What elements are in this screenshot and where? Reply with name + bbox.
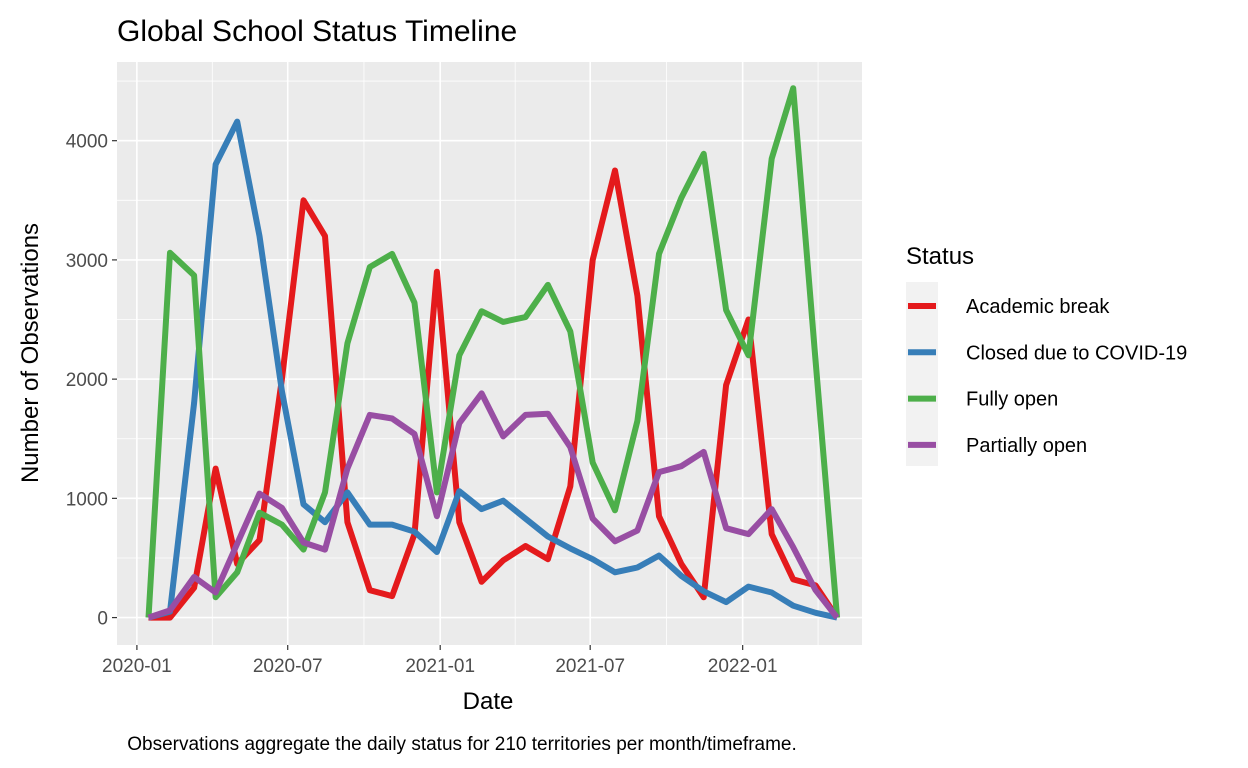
y-tick-label: 0 bbox=[97, 609, 108, 630]
plot-area: 0 1000 2000 3000 4000 2020-01 2020-07 2021-01 20… bbox=[66, 62, 862, 677]
x-tick-label: 2022-01 bbox=[708, 656, 778, 677]
caption: Observations aggregate the daily status … bbox=[127, 734, 797, 755]
series-line-fully-open bbox=[145, 85, 841, 618]
x-tick-label: 2021-07 bbox=[555, 656, 625, 677]
x-tick-label: 2020-07 bbox=[253, 656, 323, 677]
legend-title: Status bbox=[906, 243, 974, 270]
y-tick-label: 1000 bbox=[66, 489, 108, 510]
y-tick-label: 3000 bbox=[66, 251, 108, 272]
legend-label: Partially open bbox=[966, 435, 1087, 457]
series-line-partially-open bbox=[147, 390, 840, 621]
x-tick-label: 2021-01 bbox=[405, 656, 475, 677]
legend: Academic break Closed due to COVID-19 Full… bbox=[906, 282, 1187, 466]
y-tick-label: 2000 bbox=[66, 370, 108, 391]
legend-label: Academic break bbox=[966, 296, 1110, 318]
legend-label: Closed due to COVID-19 bbox=[966, 342, 1187, 364]
x-tick-label: 2020-01 bbox=[102, 656, 172, 677]
legend-label: Fully open bbox=[966, 389, 1058, 411]
legend-key-background bbox=[906, 282, 938, 466]
series-line-closed-due-to-covid-19 bbox=[147, 118, 838, 621]
x-axis-title: Date bbox=[463, 688, 514, 715]
y-axis-title: Number of Observations bbox=[17, 223, 44, 483]
y-tick-label: 4000 bbox=[66, 132, 108, 153]
chart-title: Global School Status Timeline bbox=[117, 15, 517, 48]
